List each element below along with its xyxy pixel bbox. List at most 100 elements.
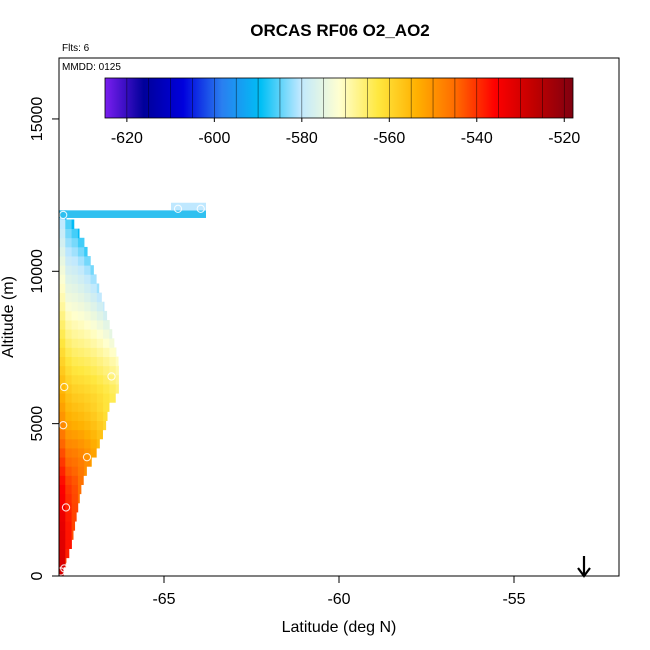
heatmap-cell [77,448,85,458]
heatmap-cell [109,347,117,358]
heatmap-cell [65,356,72,367]
heatmap-cell [96,374,104,385]
heatmap-cell [59,246,66,257]
heatmap-cell [96,301,104,312]
heatmap-cell [65,457,72,467]
heatmap-cell [71,484,79,495]
x-axis: -65 -60 -55 [152,576,526,608]
heatmap-cell [109,356,117,367]
heatmap-cell [96,384,104,394]
heatmap-cell [59,320,66,330]
heatmap-cell [77,402,85,412]
heatmap-cell [77,256,85,266]
heatmap-cell [109,338,115,348]
y-tick-label: 10000 [29,249,46,294]
heatmap-cell [77,228,80,239]
heatmap-cell [90,429,98,440]
heatmap-cell [59,530,66,540]
heatmap-cell [59,365,66,376]
heatmap-cell [71,457,79,467]
heatmap-cell [90,320,98,330]
plot-frame [58,57,620,577]
heatmap-cell [90,393,98,403]
heatmap-cell [65,402,72,412]
heatmap-cell [84,393,91,403]
heatmap-cell [96,320,104,330]
observation-circle [151,219,160,229]
heatmap-cell [77,310,85,321]
observation-circle [173,204,183,213]
heatmap-cell [84,356,91,367]
y-axis: 0 5000 10000 15000 [29,97,59,580]
heatmap-cell [59,310,66,321]
y-tick-label: 15000 [29,97,46,142]
heatmap-cell [103,402,110,412]
heatmap-cell [59,457,66,467]
heatmap-cell [90,384,98,394]
heatmap-cell [90,438,98,449]
heatmap-cell [59,402,66,412]
heatmap-cell [71,283,79,294]
heatmap-cell [65,429,72,440]
heatmap-cell [84,384,91,394]
heatmap-cell [71,374,79,385]
heatmap-cell [77,292,85,303]
arrow-marker [577,556,591,578]
colorbar-tick-label: -600 [198,130,230,147]
heatmap-cell [84,292,91,303]
heatmap-cell [71,466,79,476]
heatmap-cell [103,411,108,421]
heatmap-cell [71,411,79,421]
heatmap-cell [109,393,116,403]
heatmap-cell [84,429,91,440]
heatmap-cell [103,374,110,385]
heatmap-cell [65,246,72,257]
heatmap-cell [96,338,104,348]
heatmap-cell [71,365,79,376]
heatmap-cell [103,347,110,358]
heatmap-cell [65,521,72,531]
colorbar-tick-label: -540 [461,130,493,147]
x-axis-label: Latitude (deg N) [282,619,397,636]
heatmap-cell [115,356,119,367]
heatmap-cell [90,356,98,367]
heatmap-cell [59,292,66,303]
heatmap-cell [84,402,91,412]
observation-circle [107,372,116,381]
heatmap-cell [90,411,98,421]
observation-circle [60,382,69,392]
heatmap-cell [103,420,107,431]
heatmap-cell [65,365,72,376]
heatmap-cell [90,365,98,376]
heatmap-cell [77,411,85,421]
heatmap-cell [59,448,66,458]
heatmap-cell [96,356,104,367]
heatmap-cell [103,329,110,339]
heatmap-cell [103,320,110,330]
colorbar-tick-label: -560 [373,130,405,147]
heatmap-cell [96,347,104,358]
heatmap-cell [65,411,72,421]
heatmap-cell [59,548,66,559]
heatmap-cell [71,393,79,403]
heatmap-cell [65,283,72,294]
heatmap-cell [65,338,72,348]
x-tick-label: -55 [502,591,525,608]
heatmap-cell [71,246,79,257]
flights-label: Flts: 6 [62,43,90,54]
heatmap-cell [71,512,77,522]
heatmap-cell [77,420,85,431]
colorbar-tick-label: -620 [111,130,143,147]
heatmap-cell [65,393,72,403]
heatmap-cell [96,402,104,412]
heatmap-cell [59,219,66,230]
heatmap-cell [84,329,91,339]
heatmap-cell [84,310,91,321]
heatmap-cell [71,310,79,321]
heatmap-cell [77,329,85,339]
heatmap-cell [90,265,94,275]
heatmap-cell [115,384,119,394]
heatmap-cell [96,292,102,303]
heatmap-cell [84,448,91,458]
